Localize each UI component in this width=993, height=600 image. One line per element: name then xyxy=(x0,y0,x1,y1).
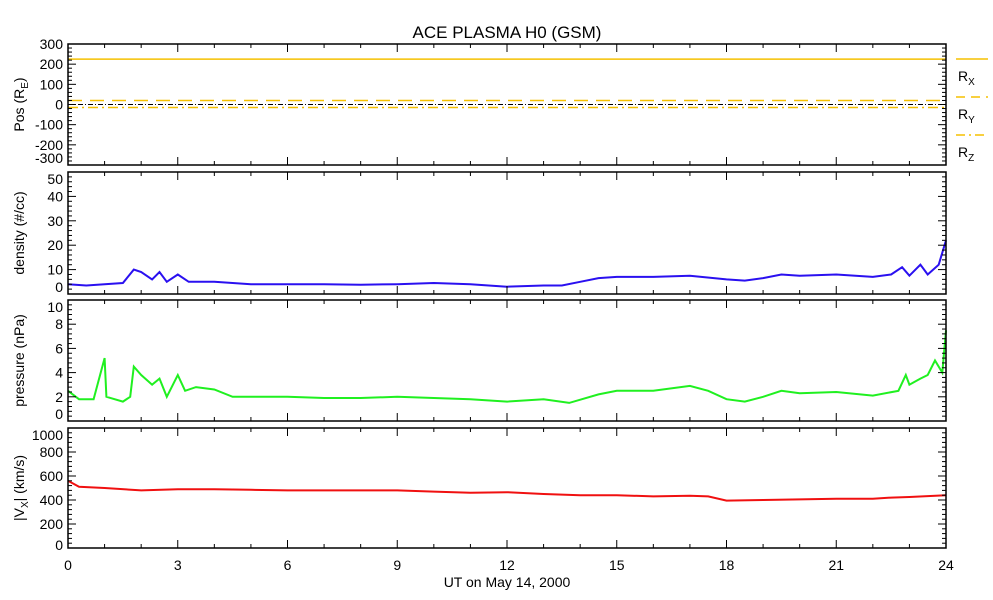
y-tick-label: 6 xyxy=(55,340,63,356)
legend-label-y: RY xyxy=(958,106,975,126)
y-tick-label: -200 xyxy=(35,137,63,153)
y-axis-label-main: |V xyxy=(11,507,27,521)
y-axis-label-main: pressure (nPa) xyxy=(11,314,27,407)
y-tick-label: 800 xyxy=(40,444,64,460)
legend-label-sub: Z xyxy=(968,153,974,164)
y-tick-label: 4 xyxy=(55,365,63,381)
y-tick-label: 0 xyxy=(55,406,63,422)
x-tick-label: 21 xyxy=(828,557,844,573)
y-axis-label-sub: X xyxy=(20,501,31,508)
y-tick-label: 40 xyxy=(47,188,63,204)
y-tick-label: 600 xyxy=(40,468,64,484)
plot-frame xyxy=(67,299,947,422)
legend-label-main: R xyxy=(958,106,968,122)
x-tick-label: 24 xyxy=(938,557,954,573)
y-tick-label: 300 xyxy=(40,36,64,52)
x-axis-label: UT on May 14, 2000 xyxy=(444,574,571,590)
y-tick-label: 8 xyxy=(55,316,63,332)
legend-label-main: R xyxy=(958,144,968,160)
y-axis-label-main: Pos (R xyxy=(11,89,27,132)
series-line-density xyxy=(67,240,947,288)
legend-label-main: R xyxy=(958,68,968,84)
y-tick-label: 100 xyxy=(40,76,64,92)
y-axis-label: |VX| (km/s) xyxy=(11,455,31,521)
panel-pressure: 02 4 6 810 pressure (nPa) xyxy=(11,299,947,422)
y-tick-label: 50 xyxy=(47,171,63,187)
y-axis-label: Pos (RE) xyxy=(11,77,31,131)
y-axis-label-end: | (km/s) xyxy=(11,455,27,501)
y-tick-label: -300 xyxy=(35,150,63,166)
x-tick-label: 6 xyxy=(284,557,292,573)
series-line-vx xyxy=(67,479,947,502)
y-axis-label: density (#/cc) xyxy=(11,191,27,274)
x-tick-label: 0 xyxy=(64,557,72,573)
y-tick-label: 200 xyxy=(40,516,64,532)
x-tick-label: 3 xyxy=(174,557,182,573)
y-tick-label: 200 xyxy=(40,56,64,72)
legend-label-x: RX xyxy=(958,68,975,88)
y-axis-label: pressure (nPa) xyxy=(11,314,27,407)
y-tick-label: 400 xyxy=(40,492,64,508)
y-tick-label: 2 xyxy=(55,389,63,405)
plot-frame xyxy=(67,427,947,549)
y-tick-label: 20 xyxy=(47,237,63,253)
y-axis-label-main: density (#/cc) xyxy=(11,191,27,274)
y-tick-label: 30 xyxy=(47,213,63,229)
x-tick-label: 15 xyxy=(609,557,625,573)
legend-label-z: RZ xyxy=(958,144,974,164)
y-tick-label: 10 xyxy=(47,262,63,278)
chart-title: ACE PLASMA H0 (GSM) xyxy=(413,23,602,42)
y-axis-label-sub: E xyxy=(20,82,31,89)
y-tick-label: 0 xyxy=(55,97,63,113)
y-tick-label: 0 xyxy=(55,279,63,295)
y-tick-label: 0 xyxy=(55,537,63,553)
x-tick-label: 9 xyxy=(393,557,401,573)
x-tick-label: 12 xyxy=(499,557,515,573)
x-tick-label: 18 xyxy=(719,557,735,573)
legend-label-sub: Y xyxy=(968,115,975,126)
y-tick-label: 10 xyxy=(47,299,63,315)
legend-label-sub: X xyxy=(968,77,975,88)
y-axis-label-end: ) xyxy=(11,77,27,82)
series-line-pressure xyxy=(67,330,947,404)
y-tick-label: 1000 xyxy=(32,427,63,443)
y-tick-label: -100 xyxy=(35,117,63,133)
